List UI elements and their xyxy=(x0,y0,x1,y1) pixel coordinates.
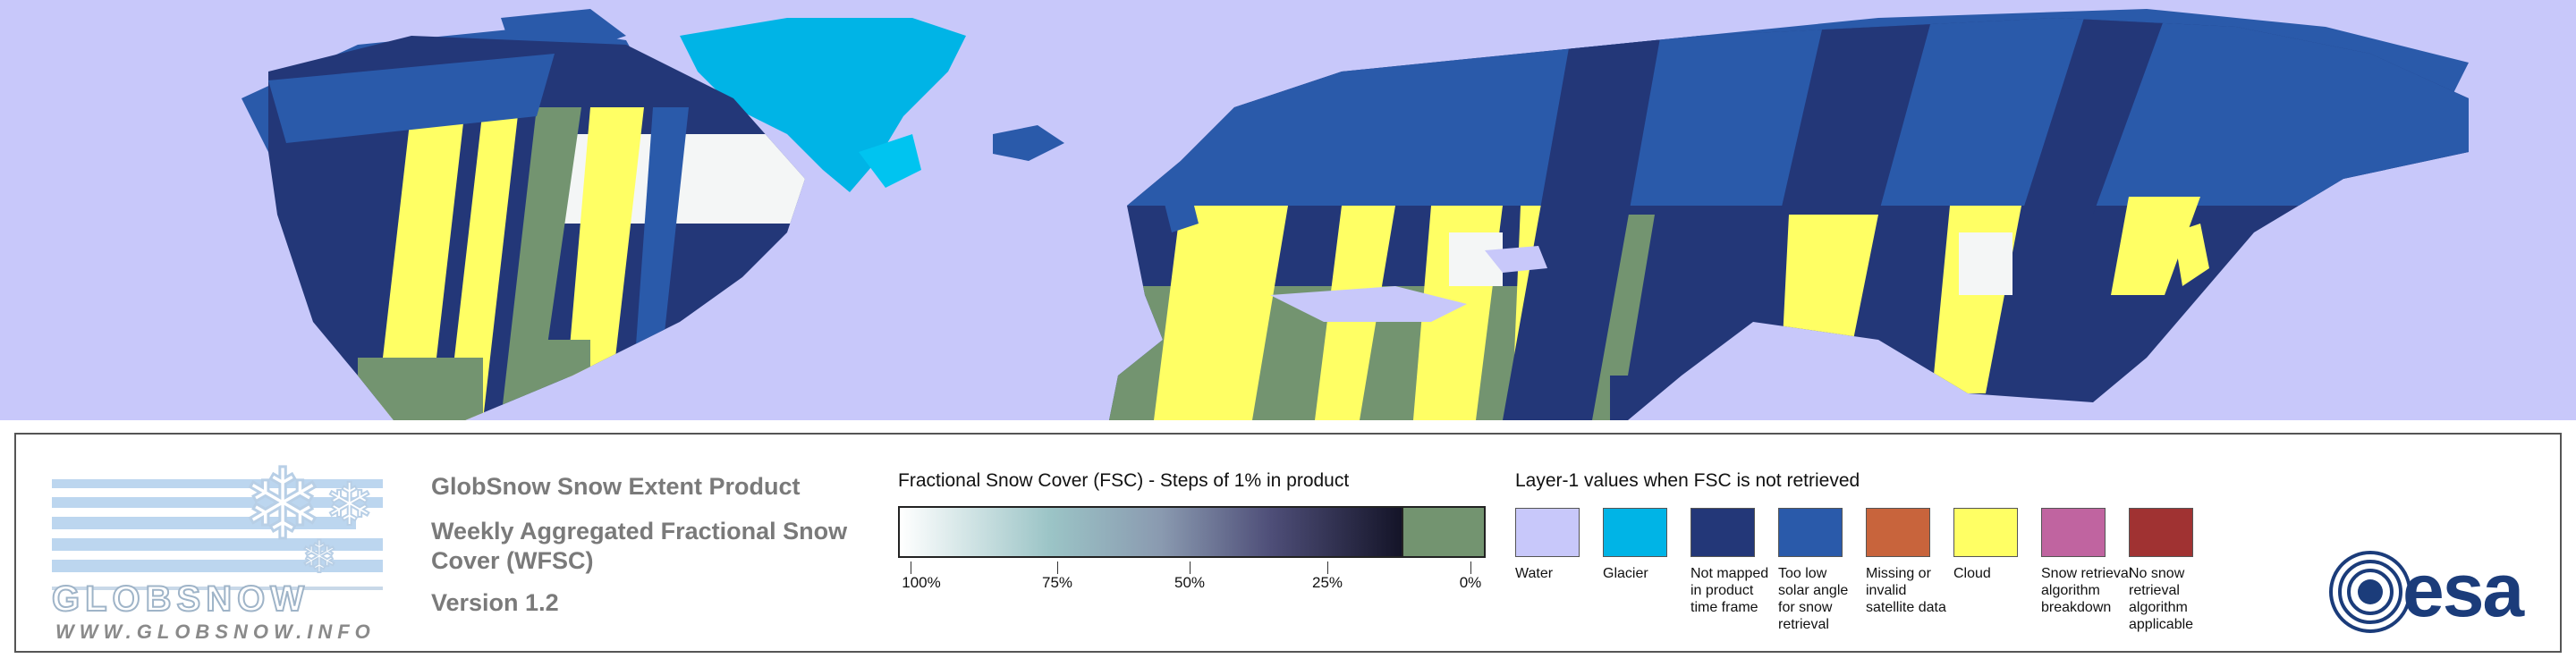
legend-swatch xyxy=(1866,508,1930,557)
snow-cover-map xyxy=(0,0,2576,420)
fsc-gradient-bar xyxy=(898,506,1403,558)
fsc-tick-label: 75% xyxy=(1041,574,1073,591)
legend-panel: ❄ ❄ ❄ GLOBSNOW WWW.GLOBSNOW.INFO GlobSno… xyxy=(14,433,2562,653)
fsc-legend-title: Fractional Snow Cover (FSC) - Steps of 1… xyxy=(898,470,1350,491)
snowflake-icon: ❄ xyxy=(240,449,325,561)
legend-swatch-label: No snow retrieval algorithm applicable xyxy=(2129,566,2194,632)
north-america xyxy=(268,36,805,420)
iceland xyxy=(993,125,1064,161)
fsc-no-snow-swatch xyxy=(1403,506,1486,558)
legend-swatch xyxy=(2041,508,2106,557)
product-version: Version 1.2 xyxy=(431,589,559,616)
legend-swatch-label: Snow retrieval algorithm breakdown xyxy=(2041,566,2132,615)
esa-globe-icon xyxy=(2329,551,2411,633)
esa-logo xyxy=(2306,549,2440,638)
globsnow-wordmark: GLOBSNOW xyxy=(51,578,309,620)
legend-swatch-label: Water xyxy=(1515,566,1554,581)
legend-swatch xyxy=(1778,508,1843,557)
legend-swatch-label: Not mapped in product time frame xyxy=(1690,566,1769,615)
fsc-tick-label: 0% xyxy=(1459,574,1482,591)
map-graphic xyxy=(242,9,2469,420)
layer-legend-title: Layer-1 values when FSC is not retrieved xyxy=(1515,470,1860,491)
legend-swatch xyxy=(1603,508,1667,557)
product-subtitle: Weekly Aggregated Fractional Snow Cover … xyxy=(431,518,848,574)
globsnow-url[interactable]: WWW.GLOBSNOW.INFO xyxy=(55,621,376,643)
legend-swatch-label: Missing or invalid satellite data xyxy=(1866,566,1946,615)
legend-swatch-label: Cloud xyxy=(1953,566,1991,581)
fsc-tick-label: 100% xyxy=(902,574,941,591)
legend-swatch xyxy=(1515,508,1580,557)
legend-swatch-label: Too low solar angle for snow retrieval xyxy=(1778,566,1849,632)
legend-swatch-label: Glacier xyxy=(1603,566,1648,581)
legend-swatch xyxy=(1690,508,1755,557)
snowflake-mini-icon: ❄ xyxy=(300,531,339,583)
fsc-tick-label: 50% xyxy=(1174,574,1206,591)
snowflake-small-icon: ❄ xyxy=(324,470,375,538)
product-title: GlobSnow Snow Extent Product xyxy=(431,473,801,500)
fsc-tick-label: 25% xyxy=(1311,574,1343,591)
fsc-tick xyxy=(1327,561,1328,574)
legend-swatch xyxy=(1953,508,2018,557)
legend-swatch xyxy=(2129,508,2193,557)
globsnow-logo: ❄ ❄ ❄ xyxy=(34,449,392,640)
fsc-tick xyxy=(1470,561,1471,574)
greenland xyxy=(680,18,966,192)
fsc-tick xyxy=(1190,561,1191,574)
fsc-tick xyxy=(1057,561,1058,574)
eurasia xyxy=(1109,18,2469,420)
esa-wordmark: esa xyxy=(2402,548,2524,632)
